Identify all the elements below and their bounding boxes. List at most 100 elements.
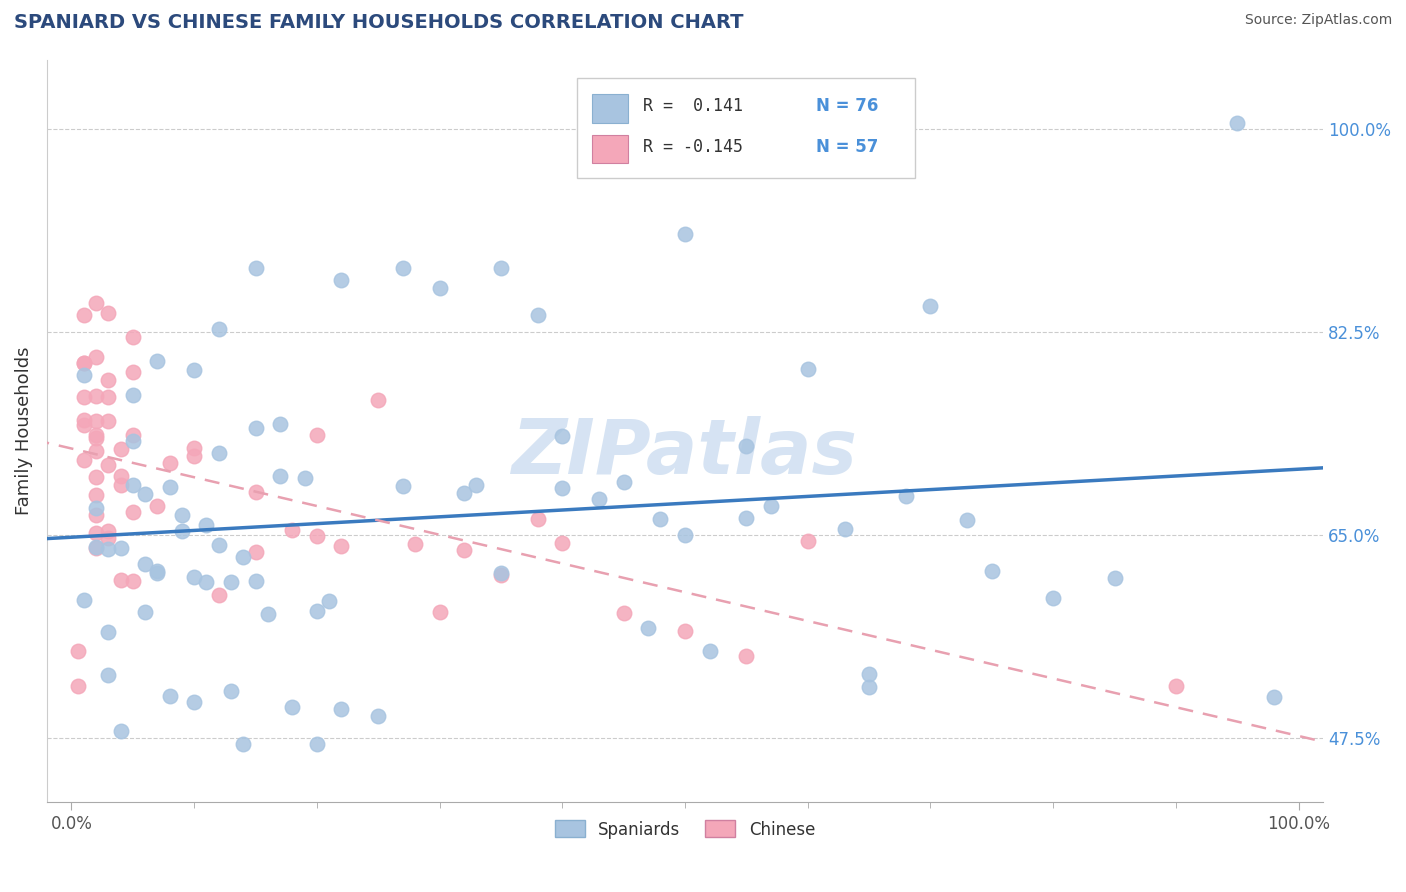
Point: [208, 538, 231, 552]
Point: [84, 431, 107, 445]
Point: [84, 500, 107, 515]
Point: [453, 543, 475, 558]
Point: [429, 606, 451, 620]
Point: [956, 513, 979, 527]
Point: [232, 550, 254, 565]
Point: [84, 414, 107, 428]
Point: [526, 309, 548, 323]
Point: [84, 508, 107, 522]
Point: [97, 390, 120, 404]
Point: [66, 644, 89, 658]
Point: [673, 624, 696, 639]
Point: [330, 702, 353, 716]
Point: [110, 469, 132, 483]
Point: [699, 644, 721, 658]
Y-axis label: Family Households: Family Households: [15, 346, 32, 515]
Point: [735, 439, 758, 453]
Point: [796, 361, 818, 376]
Point: [551, 429, 574, 443]
Point: [208, 588, 231, 602]
Point: [73, 418, 96, 433]
Point: [84, 444, 107, 458]
Point: [97, 624, 120, 639]
Point: [256, 607, 278, 621]
Point: [453, 485, 475, 500]
Point: [1104, 571, 1126, 585]
Point: [588, 492, 610, 507]
Point: [73, 356, 96, 370]
Text: SPANIARD VS CHINESE FAMILY HOUSEHOLDS CORRELATION CHART: SPANIARD VS CHINESE FAMILY HOUSEHOLDS CO…: [14, 13, 744, 32]
Point: [84, 469, 107, 483]
Point: [97, 532, 120, 546]
Point: [97, 306, 120, 320]
Point: [834, 522, 856, 536]
Point: [980, 564, 1002, 578]
Point: [208, 322, 231, 336]
Point: [894, 489, 917, 503]
Point: [110, 573, 132, 587]
Point: [84, 350, 107, 364]
Point: [134, 558, 156, 572]
Point: [73, 593, 96, 607]
Point: [121, 574, 143, 589]
Point: [318, 593, 340, 607]
Point: [110, 442, 132, 457]
Point: [245, 545, 267, 559]
Point: [330, 539, 353, 553]
Point: [146, 354, 169, 368]
Point: [269, 417, 291, 431]
Point: [195, 518, 218, 533]
Point: [489, 568, 512, 582]
Point: [159, 689, 181, 703]
FancyBboxPatch shape: [592, 95, 627, 123]
Point: [134, 605, 156, 619]
Point: [159, 456, 181, 470]
Legend: Spaniards, Chinese: Spaniards, Chinese: [548, 814, 823, 846]
Point: [1042, 591, 1064, 605]
Point: [183, 441, 205, 455]
Point: [84, 427, 107, 442]
Point: [73, 390, 96, 404]
Point: [294, 471, 316, 485]
Text: N = 57: N = 57: [817, 138, 879, 156]
Point: [183, 450, 205, 464]
Point: [391, 261, 413, 276]
Point: [219, 684, 242, 698]
Point: [121, 330, 143, 344]
Point: [183, 570, 205, 584]
Point: [170, 524, 193, 538]
Point: [84, 540, 107, 554]
Point: [489, 566, 512, 580]
Text: Source: ZipAtlas.com: Source: ZipAtlas.com: [1244, 13, 1392, 28]
Point: [245, 261, 267, 276]
Point: [759, 499, 782, 513]
Point: [110, 478, 132, 492]
Point: [84, 389, 107, 403]
Point: [305, 428, 328, 442]
Point: [245, 574, 267, 588]
Point: [858, 680, 880, 694]
Point: [170, 508, 193, 522]
Point: [73, 308, 96, 322]
Point: [121, 364, 143, 378]
Point: [305, 604, 328, 618]
Point: [146, 564, 169, 578]
Text: N = 76: N = 76: [817, 97, 879, 115]
Point: [97, 414, 120, 428]
Point: [97, 524, 120, 539]
FancyBboxPatch shape: [576, 78, 915, 178]
Point: [281, 699, 304, 714]
Point: [84, 296, 107, 310]
Point: [526, 512, 548, 526]
FancyBboxPatch shape: [592, 135, 627, 163]
Point: [245, 421, 267, 435]
Point: [97, 668, 120, 682]
Point: [551, 536, 574, 550]
Point: [121, 427, 143, 442]
Point: [84, 488, 107, 502]
Point: [183, 695, 205, 709]
Point: [489, 261, 512, 276]
Point: [66, 679, 89, 693]
Point: [97, 373, 120, 387]
Point: [330, 273, 353, 287]
